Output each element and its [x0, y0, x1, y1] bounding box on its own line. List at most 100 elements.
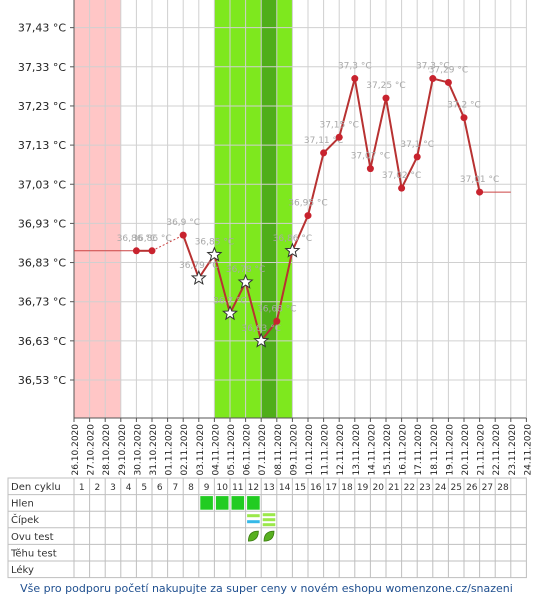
data-point-star [221, 305, 239, 321]
cipek-marker [262, 518, 276, 522]
x-tick-label: 21.11.2020 [477, 424, 487, 476]
y-tick-label: 37,03 °C [18, 178, 66, 191]
cycle-day-label: 12 [248, 483, 259, 493]
cycle-day-label: 17 [326, 483, 337, 493]
cycle-day-label: 2 [95, 483, 101, 493]
cycle-day-label: 1 [79, 483, 85, 493]
cycle-day-label: 28 [497, 483, 509, 493]
data-point [351, 75, 359, 83]
x-tick-label: 08.11.2020 [274, 424, 284, 476]
x-tick-label: 17.11.2020 [414, 424, 424, 476]
temperature-line [182, 77, 481, 344]
x-tick-label: 28.10.2020 [102, 424, 112, 476]
x-tick-label: 15.11.2020 [383, 424, 393, 476]
hlen-marker [215, 496, 229, 510]
y-tick-label: 37,43 °C [18, 22, 66, 35]
cycle-day-label: 8 [188, 483, 194, 493]
y-tick-label: 36,53 °C [18, 374, 66, 387]
x-tick-label: 18.11.2020 [430, 424, 440, 476]
x-tick-label: 22.11.2020 [492, 424, 502, 476]
x-tick-label: 13.11.2020 [352, 424, 362, 476]
data-label: 37,15 °C [319, 120, 358, 130]
data-point-star [190, 269, 207, 286]
data-point [132, 247, 140, 255]
data-label: 37,29 °C [429, 65, 468, 75]
x-tick-label: 19.11.2020 [445, 424, 455, 476]
data-label: 37,07 °C [351, 152, 390, 162]
cycle-day-label: 6 [157, 483, 163, 493]
data-label: 37,11 °C [304, 136, 343, 146]
y-tick-label: 37,13 °C [18, 139, 66, 152]
ovu-test-leaf-icon [247, 530, 259, 542]
cipek-marker [247, 520, 260, 524]
data-point [413, 153, 421, 161]
cycle-day-label: 7 [173, 483, 179, 493]
x-tick-label: 16.11.2020 [399, 424, 409, 476]
data-point-star [284, 242, 301, 258]
x-tick-label: 30.10.2020 [133, 424, 143, 476]
cycle-day-label: 20 [372, 483, 384, 493]
y-tick-label: 36,63 °C [18, 335, 66, 348]
data-point [398, 184, 406, 192]
ovu-test-leaf-icon [263, 530, 275, 542]
cycle-chart: 36,53 °C 36,63 °C 36,73 °C 36,83 °C 36,93 °C… [7, 0, 533, 579]
x-tick-label: 11.11.2020 [321, 424, 331, 476]
table-row-label: Hlen [11, 499, 34, 510]
x-tick-label: 27.10.2020 [87, 424, 97, 476]
data-point [444, 78, 452, 86]
cycle-day-label: 5 [141, 483, 147, 493]
x-tick-label: 24.11.2020 [523, 424, 533, 476]
data-point-star [206, 246, 223, 262]
data-label: 36,86 °C [273, 234, 312, 244]
cycle-day-label: 10 [216, 483, 228, 493]
cycle-day-label: 25 [450, 483, 461, 493]
hlen-marker [231, 496, 245, 510]
data-label: 37,3 °C [416, 62, 450, 72]
data-label: 36,86 °C [117, 234, 156, 244]
dotted-connector [151, 234, 184, 252]
data-label: 36,86 °C [132, 234, 171, 244]
data-point [460, 114, 468, 122]
x-tick-label: 04.11.2020 [211, 424, 221, 476]
cycle-day-label: 13 [263, 483, 274, 493]
x-tick-label: 07.11.2020 [258, 424, 268, 476]
cycle-day-label: 3 [110, 483, 116, 493]
x-tick-label: 26.10.2020 [71, 424, 81, 476]
data-point [320, 149, 328, 157]
table-row-label: Čípek [11, 513, 39, 526]
cycle-day-label: 21 [388, 483, 399, 493]
data-label: 36,68 °C [257, 304, 296, 314]
data-point [335, 133, 343, 141]
cycle-day-label: 14 [279, 483, 291, 493]
data-label: 37,3 °C [338, 62, 372, 72]
x-tick-label: 10.11.2020 [305, 424, 315, 476]
data-point [366, 165, 374, 173]
table-row-label: Den cyklu [11, 482, 61, 493]
x-tick-label: 12.11.2020 [336, 424, 346, 476]
y-tick-label: 36,73 °C [18, 296, 66, 309]
data-label: 36,95 °C [288, 199, 327, 209]
cycle-day-label: 15 [294, 483, 305, 493]
data-point [179, 231, 187, 239]
x-tick-label: 01.11.2020 [165, 424, 175, 476]
phase-band [214, 0, 293, 418]
data-label: 37,01 °C [460, 175, 499, 185]
data-label: 36,7 °C [213, 296, 247, 306]
x-tick-label: 31.10.2020 [149, 424, 159, 476]
x-tick-label: 29.10.2020 [118, 424, 128, 476]
table-row-label: Léky [11, 564, 34, 576]
y-tick-label: 37,23 °C [18, 100, 66, 113]
footer-promo-link[interactable]: Vše pro podporu početí nakupujte za supe… [20, 582, 513, 595]
cycle-day-label: 18 [341, 483, 353, 493]
table-row-label: Ovu test [11, 532, 54, 543]
data-label: 37,2 °C [447, 101, 481, 111]
data-point [382, 94, 390, 102]
x-tick-label: 20.11.2020 [461, 424, 471, 476]
data-point [429, 75, 437, 83]
x-tick-label: 05.11.2020 [227, 424, 237, 476]
x-tick-label: 09.11.2020 [289, 424, 299, 476]
hlen-marker [247, 496, 260, 510]
data-point-star [253, 332, 270, 348]
hlen-marker [200, 496, 213, 510]
table-row-label: Těhu test [10, 547, 57, 559]
